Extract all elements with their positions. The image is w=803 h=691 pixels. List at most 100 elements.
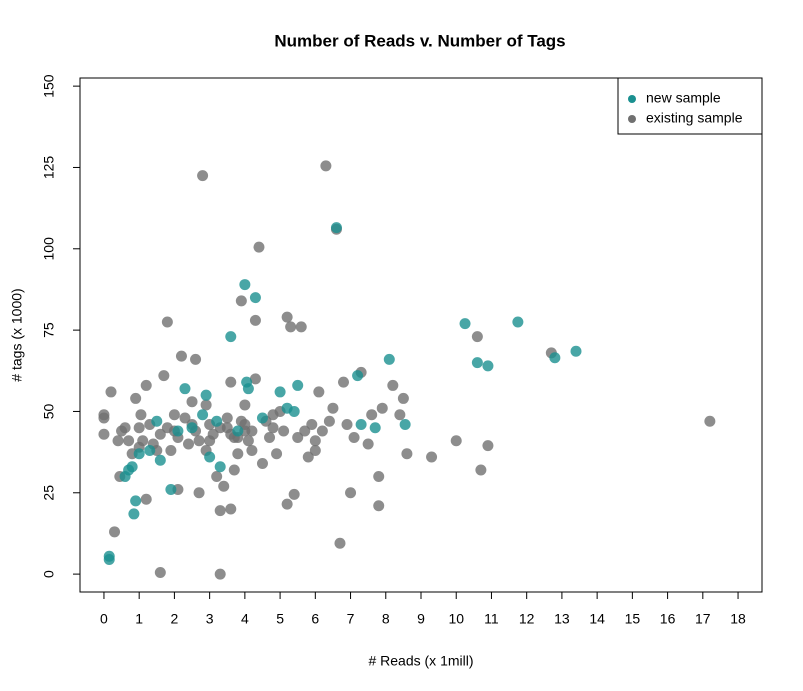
point [256,412,268,424]
x-tick-label: 11 [484,611,499,627]
point [295,321,307,333]
point [267,422,279,434]
point [193,487,205,499]
point [154,566,166,578]
point [285,321,297,333]
point [401,448,413,460]
point [426,451,438,463]
point [232,425,244,437]
point [249,292,261,304]
point [383,353,395,365]
legend-marker [628,95,636,103]
point [98,428,110,440]
point [313,386,325,398]
point [214,461,226,473]
point [221,412,233,424]
point [369,422,381,434]
point [278,425,290,437]
point [309,444,321,456]
point [373,471,385,483]
x-tick-label: 8 [382,611,390,627]
y-tick-label: 25 [41,485,57,501]
point [154,428,166,440]
point [249,314,261,326]
x-tick-label: 15 [625,611,641,627]
point [211,471,223,483]
point [327,402,339,414]
legend-label: existing sample [646,110,743,126]
point [320,160,332,172]
point [98,409,110,421]
point [168,409,180,421]
point [512,316,524,328]
y-tick-label: 75 [41,322,57,338]
legend-label: new sample [646,90,721,106]
point [271,448,283,460]
point [109,526,121,538]
point [128,508,140,520]
legend-marker [628,115,636,123]
point [345,487,357,499]
point [281,311,293,323]
point [281,498,293,510]
x-tick-label: 14 [589,611,605,627]
point [225,503,237,515]
x-tick-label: 12 [519,611,535,627]
y-tick-label: 100 [41,237,57,261]
point [183,438,194,450]
point [172,425,184,437]
x-tick-label: 1 [135,611,143,627]
point [397,392,409,404]
x-tick-label: 6 [311,611,319,627]
x-tick-label: 18 [730,611,746,627]
x-tick-label: 9 [417,611,425,627]
point [376,402,388,414]
point [193,435,205,447]
point [179,412,191,424]
point [140,379,152,391]
point [288,405,300,417]
x-tick-label: 13 [554,611,570,627]
point [264,431,276,443]
point [214,568,226,580]
point [330,222,342,234]
point [140,493,152,505]
point [105,386,117,398]
point [399,418,411,430]
point [570,345,582,357]
point [186,422,198,434]
point [549,352,561,364]
x-tick-label: 0 [100,611,108,627]
point [366,409,378,421]
point [135,409,147,421]
point [482,360,494,372]
point [214,505,226,517]
point [292,379,304,391]
point [316,425,328,437]
point [373,500,385,512]
point [133,448,145,460]
point [450,435,462,447]
x-tick-label: 2 [171,611,179,627]
point [274,386,286,398]
point [292,431,304,443]
x-tick-label: 17 [695,611,711,627]
point [242,435,254,447]
plot-frame [79,77,763,593]
point [299,425,311,437]
point [204,451,216,463]
point [704,415,716,427]
point [154,454,166,466]
legend-box [617,77,763,135]
point [253,241,265,253]
point [387,379,399,391]
point [239,418,251,430]
point [119,422,131,434]
x-tick-label: 16 [660,611,676,627]
point [352,370,364,382]
point [471,357,483,369]
point [112,435,124,447]
point [200,399,212,411]
point [249,373,261,385]
